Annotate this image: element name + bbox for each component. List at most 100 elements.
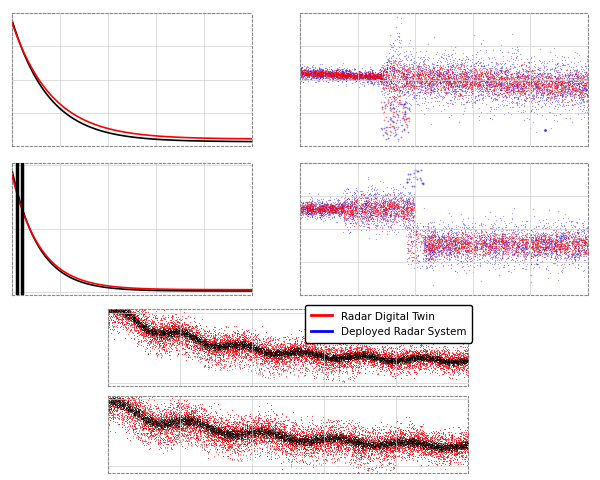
Point bbox=[177, 414, 187, 421]
Point bbox=[449, 444, 459, 451]
Point bbox=[335, 438, 344, 445]
Point bbox=[220, 433, 230, 441]
Point bbox=[250, 347, 259, 355]
Point bbox=[352, 350, 361, 358]
Point bbox=[500, 60, 510, 68]
Point bbox=[438, 448, 448, 456]
Point bbox=[442, 77, 451, 85]
Point bbox=[380, 357, 390, 365]
Point bbox=[382, 357, 392, 364]
Point bbox=[346, 433, 355, 441]
Point bbox=[116, 305, 125, 313]
Point bbox=[253, 427, 263, 435]
Point bbox=[202, 355, 212, 363]
Point bbox=[501, 224, 511, 231]
Point bbox=[169, 418, 178, 425]
Point bbox=[205, 332, 214, 339]
Point bbox=[359, 355, 368, 363]
Point bbox=[238, 340, 247, 348]
Point bbox=[338, 365, 348, 372]
Point bbox=[313, 70, 323, 78]
Point bbox=[232, 341, 242, 348]
Point bbox=[419, 236, 429, 243]
Point bbox=[456, 443, 466, 451]
Point bbox=[317, 353, 327, 360]
Point bbox=[220, 331, 230, 338]
Point bbox=[438, 449, 448, 457]
Point bbox=[271, 352, 280, 360]
Point bbox=[583, 241, 592, 249]
Point bbox=[373, 214, 383, 221]
Point bbox=[331, 69, 341, 77]
Point bbox=[497, 234, 506, 241]
Point bbox=[145, 327, 154, 335]
Point bbox=[445, 446, 455, 454]
Point bbox=[410, 358, 420, 365]
Point bbox=[416, 355, 425, 362]
Point bbox=[341, 70, 350, 77]
Point bbox=[345, 435, 355, 443]
Point bbox=[324, 209, 334, 216]
Point bbox=[133, 332, 142, 340]
Point bbox=[404, 218, 414, 226]
Point bbox=[352, 436, 361, 444]
Point bbox=[583, 227, 593, 235]
Point bbox=[293, 424, 303, 432]
Point bbox=[207, 423, 217, 431]
Point bbox=[378, 199, 388, 206]
Point bbox=[394, 361, 403, 369]
Point bbox=[320, 355, 329, 362]
Point bbox=[260, 429, 270, 436]
Point bbox=[278, 347, 287, 355]
Point bbox=[334, 354, 344, 362]
Point bbox=[571, 228, 580, 236]
Point bbox=[446, 444, 455, 451]
Point bbox=[222, 436, 232, 444]
Point bbox=[203, 422, 212, 430]
Point bbox=[215, 365, 225, 373]
Point bbox=[251, 420, 260, 428]
Point bbox=[384, 459, 394, 467]
Point bbox=[451, 240, 460, 248]
Point bbox=[572, 219, 581, 227]
Point bbox=[127, 405, 137, 412]
Point bbox=[332, 204, 341, 212]
Point bbox=[172, 425, 182, 433]
Point bbox=[350, 358, 360, 366]
Point bbox=[403, 211, 413, 218]
Point bbox=[347, 430, 357, 438]
Point bbox=[306, 207, 316, 215]
Point bbox=[137, 414, 146, 422]
Point bbox=[549, 227, 559, 235]
Point bbox=[567, 86, 577, 94]
Point bbox=[416, 80, 426, 87]
Point bbox=[156, 314, 166, 322]
Point bbox=[191, 334, 201, 341]
Point bbox=[520, 81, 529, 89]
Point bbox=[192, 417, 202, 425]
Point bbox=[364, 207, 373, 215]
Point bbox=[216, 421, 226, 429]
Point bbox=[462, 461, 472, 468]
Point bbox=[476, 227, 485, 235]
Point bbox=[230, 340, 239, 348]
Point bbox=[355, 349, 365, 357]
Point bbox=[379, 356, 389, 364]
Point bbox=[340, 73, 349, 81]
Point bbox=[190, 337, 200, 345]
Point bbox=[442, 345, 451, 353]
Point bbox=[202, 418, 212, 425]
Point bbox=[218, 340, 228, 348]
Point bbox=[413, 435, 422, 443]
Point bbox=[348, 351, 358, 359]
Point bbox=[442, 241, 452, 249]
Point bbox=[565, 90, 574, 98]
Point bbox=[111, 307, 121, 315]
Point bbox=[379, 357, 388, 364]
Point bbox=[389, 364, 398, 372]
Point bbox=[462, 242, 472, 250]
Point bbox=[311, 204, 320, 212]
Point bbox=[400, 436, 409, 444]
Point bbox=[431, 442, 441, 450]
Point bbox=[211, 348, 221, 356]
